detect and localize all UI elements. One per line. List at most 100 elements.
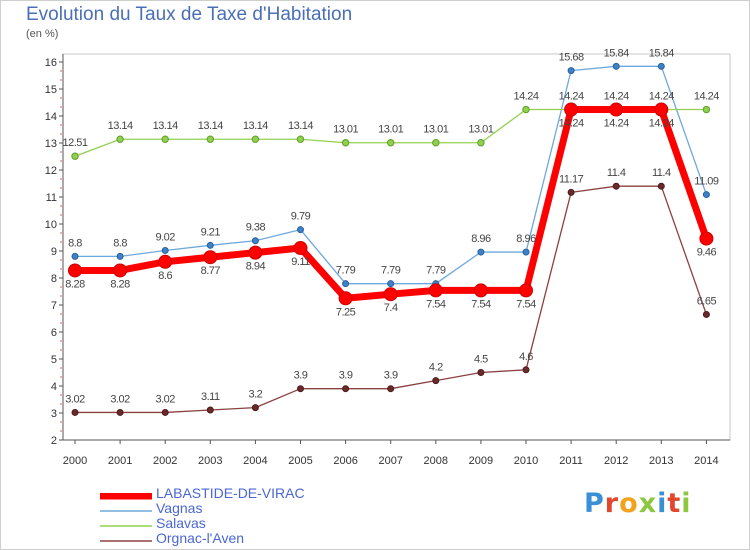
data-point-vagnas <box>71 252 79 260</box>
data-point-salavas <box>477 139 485 147</box>
x-tick-label: 2014 <box>694 455 718 467</box>
data-label-salavas: 13.01 <box>423 124 448 136</box>
data-label-labastide: 8.6 <box>158 270 172 282</box>
data-point-labastide <box>609 102 624 117</box>
brand-letter: i <box>657 488 668 519</box>
data-label-vagnas: 9.02 <box>155 231 175 243</box>
data-point-labastide <box>293 241 308 256</box>
y-tick-label: 4 <box>51 381 57 393</box>
y-tick-label: 12 <box>45 165 57 177</box>
data-point-salavas <box>116 135 124 143</box>
data-point-vagnas <box>702 191 710 199</box>
proxiti-logo: Proxiti <box>584 488 692 519</box>
brand-letter: x <box>638 488 658 519</box>
data-label-labastide: 14.24 <box>604 118 629 130</box>
data-label-vagnas: 9.79 <box>291 211 311 223</box>
data-point-orgnac <box>342 385 350 393</box>
y-tick-label: 8 <box>51 273 57 285</box>
x-tick-label: 2011 <box>559 455 583 467</box>
data-point-vagnas <box>657 62 665 70</box>
chart-title: Evolution du Taux de Taxe d'Habitation <box>26 4 353 25</box>
data-label-orgnac: 11.17 <box>559 173 584 185</box>
data-label-labastide: 7.54 <box>471 298 491 310</box>
y-tick-label: 11 <box>46 192 57 204</box>
y-tick-label: 2 <box>51 435 57 447</box>
data-point-orgnac <box>387 385 395 393</box>
data-point-labastide <box>248 245 263 260</box>
data-point-labastide <box>203 250 218 265</box>
x-tick-label: 2005 <box>288 455 312 467</box>
data-point-labastide <box>68 263 82 278</box>
data-point-labastide <box>473 283 488 298</box>
data-label-orgnac: 11.4 <box>652 167 671 179</box>
data-point-salavas <box>341 139 350 147</box>
x-tick-label: 2008 <box>424 455 448 467</box>
data-point-labastide <box>338 291 353 306</box>
data-point-orgnac <box>612 182 620 190</box>
y-tick-label: 10 <box>45 219 57 231</box>
data-point-labastide <box>158 254 173 269</box>
data-point-salavas <box>522 105 530 114</box>
data-point-vagnas <box>567 67 575 75</box>
data-label-salavas: 13.14 <box>153 120 178 132</box>
data-label-vagnas: 8.96 <box>516 233 536 245</box>
brand-letter: r <box>604 488 620 519</box>
data-point-salavas <box>432 139 440 147</box>
data-label-salavas: 14.24 <box>649 91 674 103</box>
data-label-salavas: 13.14 <box>108 120 133 132</box>
x-tick-label: 2001 <box>108 455 132 467</box>
data-point-orgnac <box>297 385 304 393</box>
data-point-orgnac <box>251 404 259 412</box>
brand-letter: i <box>681 488 692 519</box>
data-point-vagnas <box>251 237 259 245</box>
x-tick-label: 2006 <box>333 455 357 467</box>
y-tick-label: 13 <box>45 138 57 150</box>
data-label-orgnac: 4.6 <box>519 351 533 363</box>
data-label-orgnac: 4.2 <box>429 362 443 374</box>
data-label-vagnas: 7.79 <box>426 265 446 277</box>
data-label-orgnac: 3.02 <box>65 393 85 405</box>
data-point-salavas <box>251 135 260 143</box>
y-tick-label: 7 <box>51 300 57 312</box>
y-tick-label: 3 <box>51 408 57 420</box>
data-point-vagnas <box>342 280 350 288</box>
data-label-labastide: 7.4 <box>384 302 398 314</box>
data-label-salavas: 14.24 <box>513 91 538 103</box>
data-point-orgnac <box>206 406 214 414</box>
data-point-orgnac <box>71 408 79 416</box>
data-point-orgnac <box>477 369 485 376</box>
data-point-vagnas <box>116 252 124 260</box>
data-point-vagnas <box>612 62 620 70</box>
data-label-orgnac: 3.02 <box>155 393 175 405</box>
data-label-vagnas: 15.68 <box>559 52 584 64</box>
x-tick-label: 2002 <box>153 455 177 467</box>
data-point-orgnac <box>432 377 440 385</box>
data-label-orgnac: 3.9 <box>294 370 308 382</box>
data-label-vagnas: 15.84 <box>649 47 674 59</box>
data-label-labastide: 14.24 <box>559 118 584 130</box>
data-label-vagnas: 9.21 <box>201 226 221 238</box>
data-label-orgnac: 6.65 <box>697 295 717 307</box>
x-tick-label: 2010 <box>514 455 538 467</box>
data-label-orgnac: 4.5 <box>474 354 488 366</box>
x-tick-label: 2007 <box>378 455 402 467</box>
data-label-vagnas: 7.79 <box>381 265 401 277</box>
x-tick-label: 2009 <box>469 455 493 467</box>
data-point-labastide <box>654 102 669 117</box>
data-label-orgnac: 3.02 <box>110 393 130 405</box>
data-point-orgnac <box>702 310 710 318</box>
data-point-vagnas <box>522 248 530 256</box>
x-tick-label: 2013 <box>649 455 673 467</box>
data-label-vagnas: 7.79 <box>336 265 356 277</box>
brand-letter: P <box>584 488 605 519</box>
data-point-vagnas <box>387 280 395 288</box>
x-tick-label: 2012 <box>604 455 628 467</box>
data-point-salavas <box>296 135 305 143</box>
legend-swatch-vagnas <box>100 510 152 512</box>
data-point-labastide <box>519 283 533 298</box>
data-point-labastide <box>113 263 128 278</box>
data-point-labastide <box>428 283 443 298</box>
y-tick-label: 6 <box>51 327 57 339</box>
data-point-vagnas <box>206 241 214 249</box>
